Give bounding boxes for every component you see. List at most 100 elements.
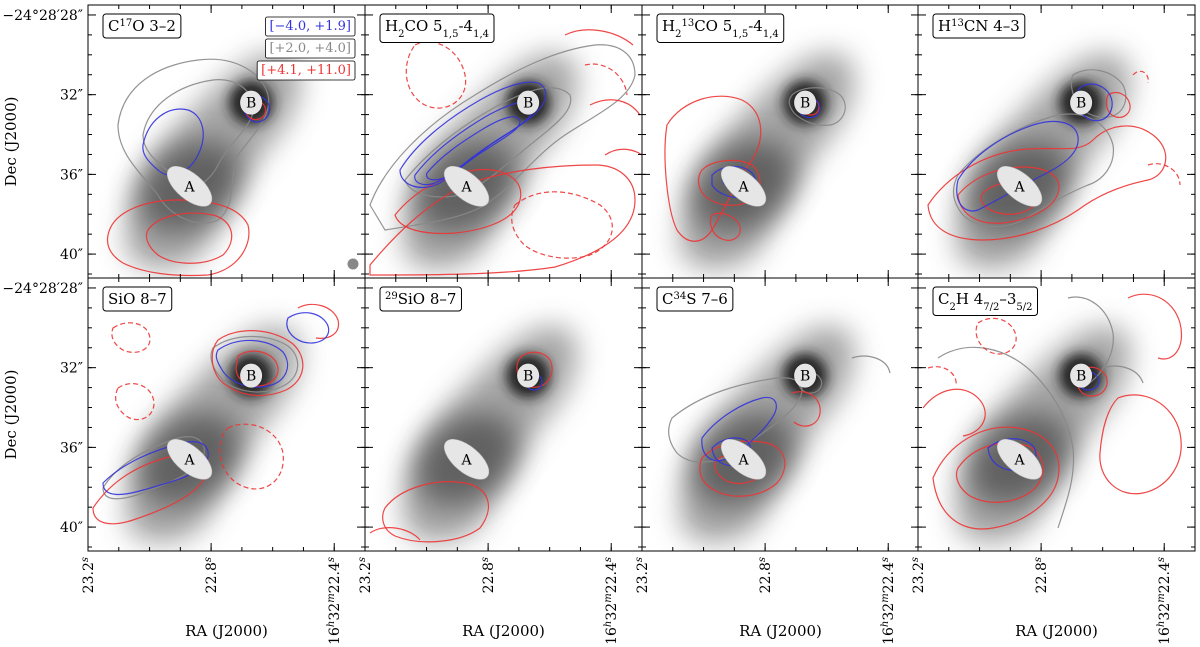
red-contour-dashed [1147, 163, 1181, 186]
red-contour [927, 125, 1167, 241]
x-tick-label: 16h32m22.4s [1156, 557, 1174, 645]
x-axis-label: RA (J2000) [185, 622, 268, 640]
blue-contour [142, 108, 204, 176]
panel-title: H13CN 4–3 [938, 17, 1020, 35]
panel-title-segment: 7/2 [983, 302, 999, 313]
blue-contour [426, 116, 521, 181]
red-contour-dashed [115, 383, 155, 421]
panel-title-segment: 17 [119, 18, 132, 29]
gray-contour [210, 335, 299, 393]
source-b-marker [1070, 363, 1093, 388]
red-contour [1105, 92, 1131, 118]
red-contour-dashed [1132, 70, 1149, 84]
source-b-label: B [246, 96, 256, 112]
source-a-label: A [461, 452, 473, 468]
panel-title-segment: SiO 8–7 [108, 290, 167, 308]
blue-contour [414, 101, 534, 186]
source-b-marker [517, 363, 540, 388]
panel-content: AB [918, 278, 1195, 551]
x-tick-label: 23.2s [634, 557, 652, 593]
panel-frame [917, 277, 1196, 552]
red-contour-dashed [584, 63, 628, 96]
panel-title-segment: C [108, 17, 119, 35]
panel-title-segment: 1,4 [473, 29, 489, 40]
red-contour [382, 481, 489, 543]
red-contour [211, 330, 304, 397]
legend-box [265, 38, 356, 59]
panel-title-segment: CO 5 [694, 17, 732, 35]
x-tick-label-part: m [326, 593, 337, 602]
panel-title-box [932, 13, 1026, 39]
x-tick-label-part: 32 [1157, 603, 1173, 621]
source-a-label: A [738, 179, 750, 195]
gray-contour [788, 87, 846, 126]
panel-content: AB [88, 278, 365, 551]
red-contour [932, 426, 1060, 530]
source-b-label: B [800, 369, 810, 385]
source-b-label: B [1076, 369, 1086, 385]
panel-content: AB [918, 5, 1195, 278]
panel-title-segment: H [938, 17, 951, 35]
axes-layer: −24°28′28″ 32″ 36″ 40″ Dec (J2000) −24°28′28″… [2, 8, 1173, 645]
source-b-marker [240, 363, 263, 388]
x-tick-label-part: m [880, 593, 891, 602]
panel-title-segment: 1,5 [732, 29, 748, 40]
gray-contour [668, 377, 803, 463]
panel-c17o: A B C17O 3–2 [−4.0, +1.9] [+2.0, +4.0] [+4.1,… [87, 4, 366, 279]
x-tick-label: 16h32m22.4s [880, 557, 898, 645]
panel-title-segment: 13 [951, 18, 964, 29]
source-b-label: B [523, 369, 533, 385]
panel-title-box [656, 13, 785, 43]
source-a-marker [721, 166, 767, 207]
source-b-marker [517, 90, 540, 115]
source-a-marker [167, 166, 213, 207]
gray-contour [117, 58, 270, 224]
panel-title-box [102, 13, 182, 39]
x-tick-label-part: h [326, 621, 337, 627]
beam-marker [347, 258, 359, 270]
x-tick-label-part: 22.4 [881, 562, 897, 593]
y-tick-label: −24°28′28″ [2, 8, 83, 24]
red-contour-dashed [219, 423, 284, 490]
blue-contour [286, 312, 330, 344]
x-tick-label-part: 22.8 [481, 562, 497, 593]
panel-title: 29SiO 8–7 [385, 290, 456, 308]
panel-ticks [87, 278, 365, 551]
red-contour [709, 212, 741, 241]
x-tick-label-part: s [80, 557, 91, 562]
x-tick-label: 23.2s [357, 557, 375, 593]
source-a-label: A [1014, 452, 1026, 468]
x-tick-label: 22.8s [203, 557, 221, 593]
panel-title-segment: 2 [949, 302, 955, 313]
panel-title-segment: -4 [458, 17, 473, 35]
legend-box [256, 60, 356, 81]
panel-content: AB [365, 278, 642, 551]
y-axis-label: Dec (J2000) [2, 97, 20, 187]
panel-ticks [641, 278, 919, 551]
x-tick-label-part: 16 [1157, 627, 1173, 645]
red-contour-dashed [405, 41, 467, 109]
panel-title-segment: SiO 8–7 [398, 290, 457, 308]
y-tick-label: 36″ [60, 440, 83, 456]
source-a-marker [721, 439, 767, 480]
source-b-marker [1070, 90, 1093, 115]
red-contour [145, 212, 233, 264]
y-tick-label: 40″ [60, 520, 83, 536]
red-contour [791, 391, 821, 427]
x-tick-label-part: s [480, 557, 491, 562]
red-contour [1127, 293, 1182, 360]
x-tick-label: 22.8s [1033, 557, 1051, 593]
red-contour-dashed [927, 366, 957, 387]
panel-ticks [364, 5, 642, 278]
blue-contour [399, 81, 547, 188]
source-a-marker [997, 166, 1043, 207]
panel-title: C34S 7–6 [662, 290, 728, 308]
source-a-label: A [184, 179, 196, 195]
x-tick-label-part: h [603, 621, 614, 627]
x-tick-label-part: 22.8 [1034, 562, 1050, 593]
x-tick-label-part: s [326, 557, 337, 562]
legend-entry-1: [+2.0, +4.0] [269, 41, 351, 56]
